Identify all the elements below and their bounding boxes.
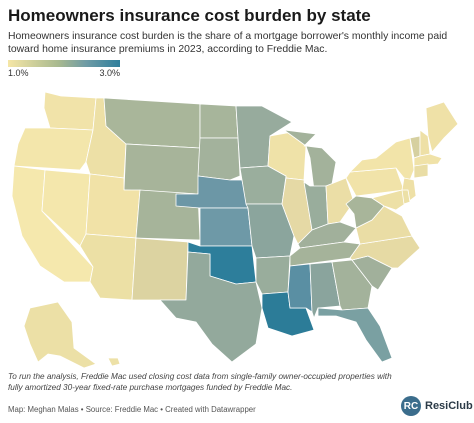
state-MI[interactable] bbox=[283, 129, 337, 191]
resiclub-logo-name: ResiClub bbox=[425, 400, 473, 412]
state-MS[interactable] bbox=[287, 263, 313, 313]
resiclub-logo-mark: RC bbox=[401, 396, 421, 416]
legend-min-label: 1.0% bbox=[8, 68, 29, 78]
state-CT[interactable] bbox=[413, 163, 429, 179]
state-MD[interactable] bbox=[371, 189, 409, 211]
color-legend: 1.0% 3.0% bbox=[8, 60, 120, 80]
legend-max-label: 3.0% bbox=[99, 68, 120, 78]
credit-line: Map: Meghan Malas • Source: Freddie Mac … bbox=[8, 405, 256, 414]
state-AR[interactable] bbox=[255, 255, 291, 295]
state-OH[interactable] bbox=[325, 177, 355, 225]
state-SD[interactable] bbox=[197, 137, 241, 181]
state-WV[interactable] bbox=[345, 195, 385, 229]
state-NY[interactable] bbox=[349, 137, 415, 181]
state-AK[interactable] bbox=[23, 301, 97, 368]
state-ND[interactable] bbox=[199, 103, 239, 139]
map-subtitle: Homeowners insurance cost burden is the … bbox=[8, 31, 448, 55]
state-WY[interactable] bbox=[123, 143, 201, 195]
state-DE[interactable] bbox=[401, 189, 411, 205]
map-title: Homeowners insurance cost burden by stat… bbox=[8, 6, 371, 25]
us-choropleth-map bbox=[11, 91, 459, 368]
state-WA[interactable] bbox=[43, 91, 97, 131]
state-HI[interactable] bbox=[107, 357, 121, 367]
state-FL[interactable] bbox=[317, 307, 393, 363]
legend-labels: 1.0% 3.0% bbox=[8, 68, 120, 80]
state-NM[interactable] bbox=[131, 237, 189, 301]
state-PA[interactable] bbox=[345, 167, 405, 197]
state-KS[interactable] bbox=[199, 207, 253, 247]
state-TX[interactable] bbox=[159, 251, 263, 363]
methodology-note: To run the analysis, Freddie Mac used cl… bbox=[8, 372, 392, 392]
legend-gradient-bar bbox=[8, 60, 120, 67]
state-OR[interactable] bbox=[13, 127, 94, 171]
resiclub-logo: RC ResiClub bbox=[401, 396, 473, 416]
state-ME[interactable] bbox=[425, 101, 459, 153]
